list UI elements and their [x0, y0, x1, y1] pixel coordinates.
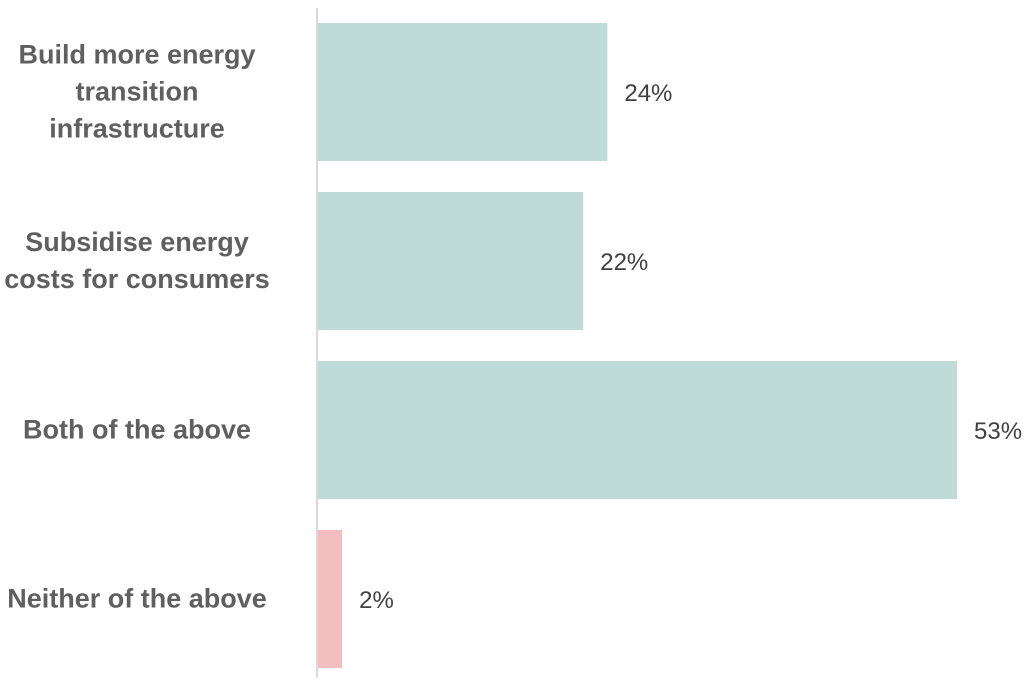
category-label: Both of the above [0, 412, 287, 449]
category-label-line: Neither of the above [7, 583, 267, 614]
category-label-line: Both of the above [23, 414, 251, 445]
bar-2 [318, 361, 957, 499]
category-label-line: costs for consumers [4, 264, 270, 294]
category-label-line: infrastructure [49, 113, 225, 144]
category-label: Neither of the above [0, 581, 287, 618]
bar-1 [318, 192, 584, 330]
value-label: 22% [600, 249, 649, 276]
category-label: Build more energy transition infrastructur… [0, 37, 287, 148]
value-label: 24% [624, 80, 673, 107]
category-label-line: transition [75, 76, 199, 107]
bar-0 [318, 23, 608, 161]
bar-3 [318, 530, 343, 668]
value-label: 53% [974, 418, 1023, 445]
value-label: 2% [359, 587, 394, 614]
category-label-line: Build more energy [18, 39, 256, 70]
category-label: Subsidise energy costs for consumers [0, 224, 287, 298]
category-label-line: Subsidise energy [25, 227, 249, 257]
